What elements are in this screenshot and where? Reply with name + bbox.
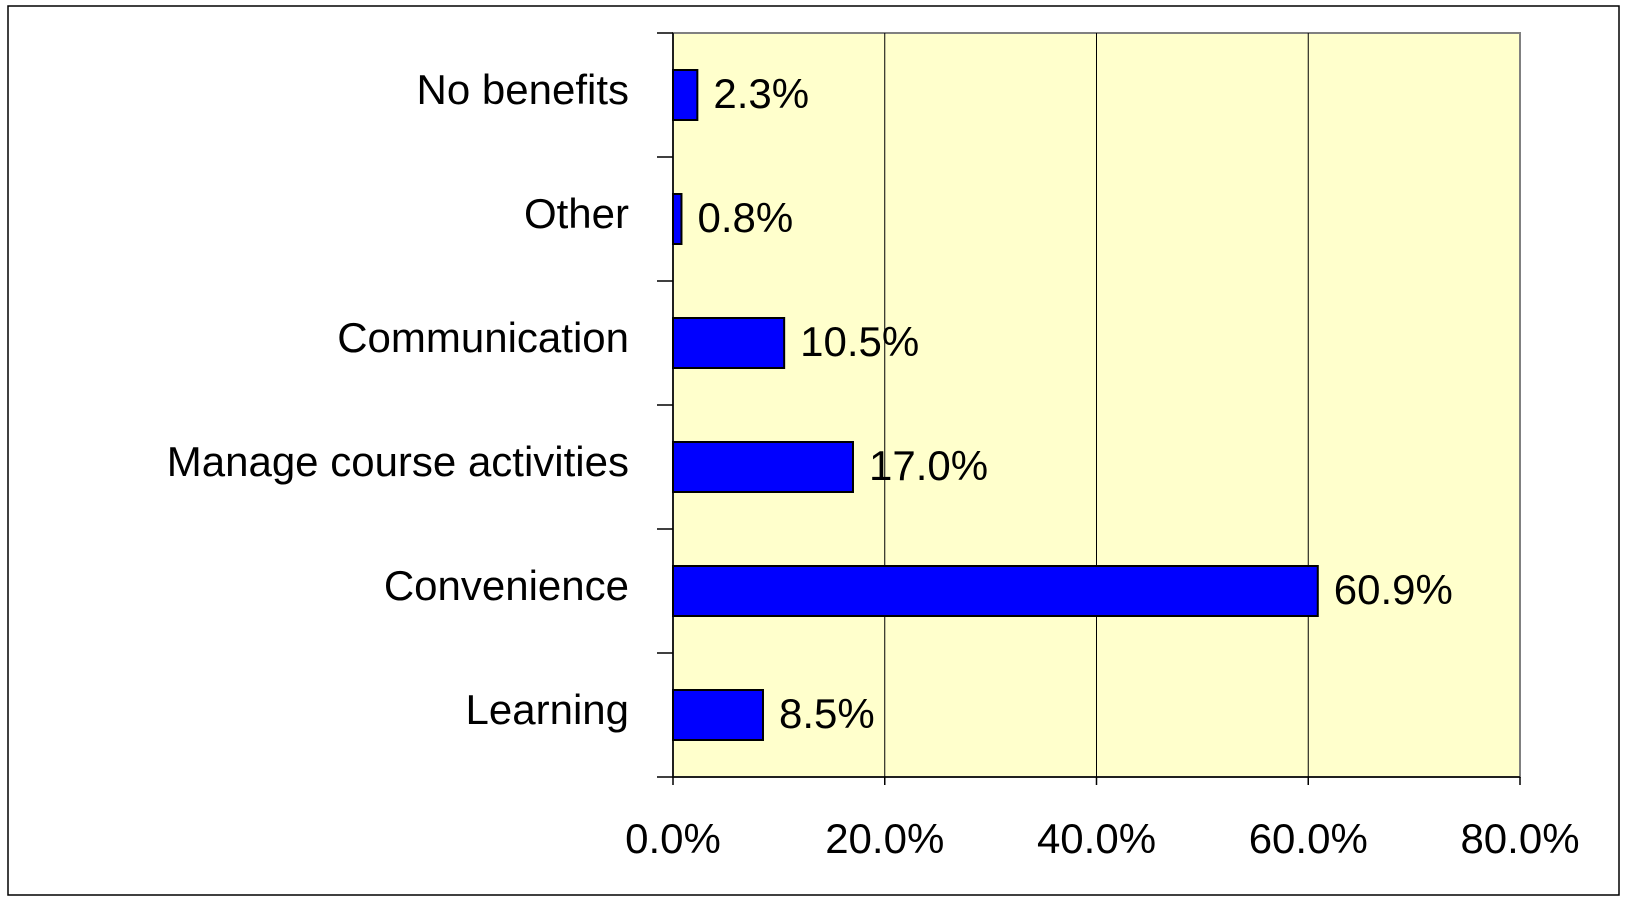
value-label: 8.5%: [779, 690, 875, 737]
bar: [672, 69, 699, 121]
category-label: Manage course activities: [167, 438, 629, 485]
x-tick-label: 60.0%: [1249, 815, 1368, 862]
bar: [672, 565, 1319, 617]
category-label: Communication: [337, 314, 629, 361]
x-tick-label: 20.0%: [825, 815, 944, 862]
x-tick-label: 40.0%: [1037, 815, 1156, 862]
value-label: 10.5%: [800, 318, 919, 365]
x-tick-label: 80.0%: [1460, 815, 1579, 862]
category-label: Convenience: [384, 562, 629, 609]
x-tick-label: 0.0%: [625, 815, 721, 862]
bar: [672, 441, 854, 493]
category-label: No benefits: [417, 66, 629, 113]
value-label: 0.8%: [697, 194, 793, 241]
bar: [672, 317, 786, 369]
bar: [672, 193, 683, 245]
value-label: 60.9%: [1334, 566, 1453, 613]
bar: [672, 689, 764, 741]
category-label: Other: [524, 190, 629, 237]
value-label: 17.0%: [869, 442, 988, 489]
category-label: Learning: [466, 686, 629, 733]
value-label: 2.3%: [713, 70, 809, 117]
